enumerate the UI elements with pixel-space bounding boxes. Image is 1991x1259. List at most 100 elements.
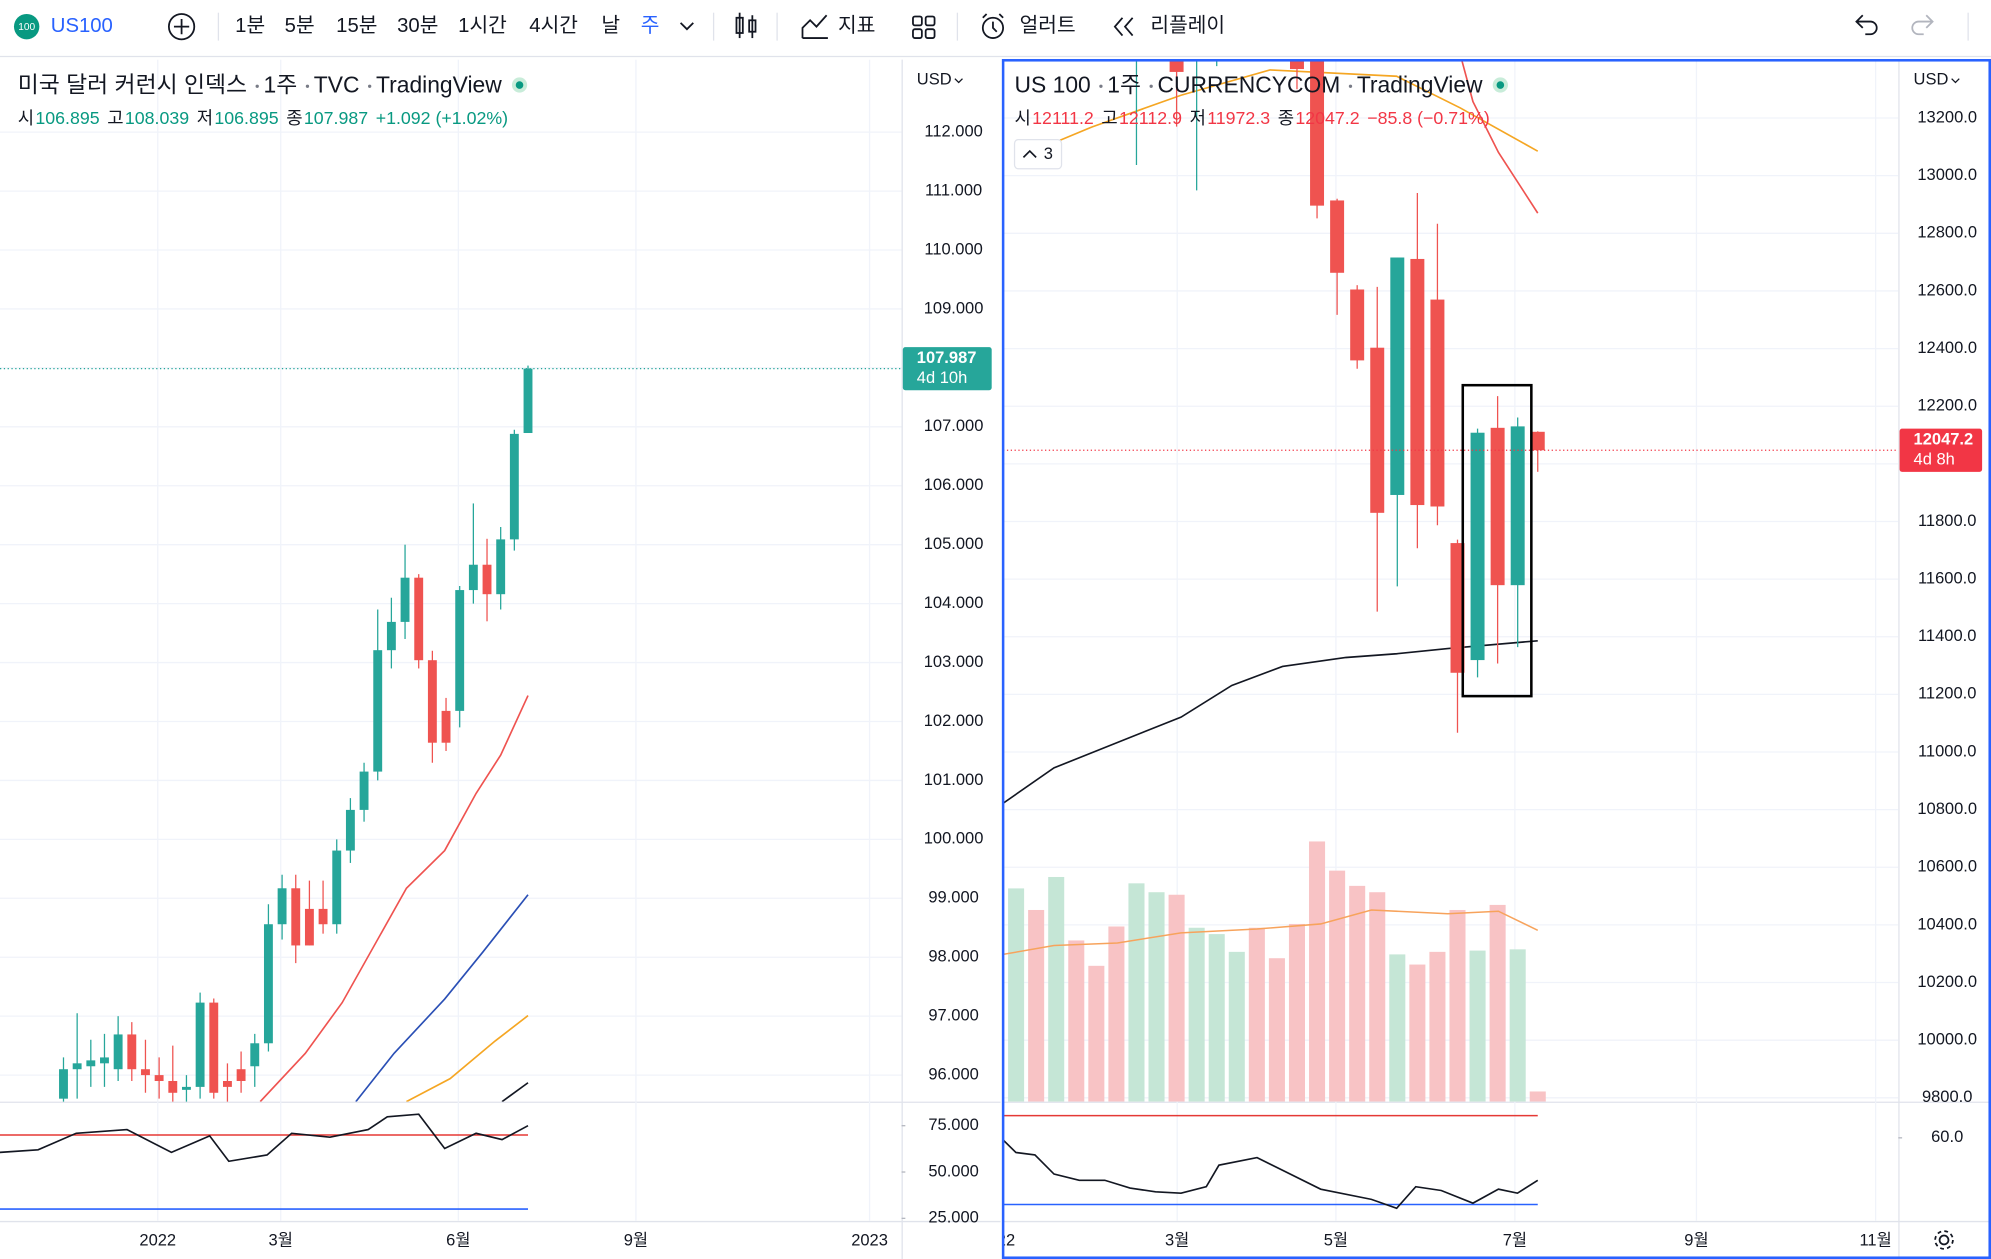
volume-bar bbox=[1349, 885, 1366, 1102]
candle-body bbox=[345, 809, 355, 851]
indicator-tick-label: 50.000 bbox=[928, 1162, 978, 1180]
interval-button[interactable]: 15분 bbox=[336, 15, 377, 37]
interval-button[interactable]: 1분 bbox=[235, 15, 265, 37]
moving-average bbox=[1015, 69, 1539, 160]
x-tick-label: 2022 bbox=[978, 1232, 1015, 1250]
indicator-pane bbox=[0, 1101, 871, 1221]
x-tick-label: 5월 bbox=[1324, 1231, 1348, 1250]
last-price: 12047.2 bbox=[1914, 430, 1974, 448]
volume-bar bbox=[1509, 949, 1526, 1102]
symbol[interactable]: US100 bbox=[51, 15, 113, 37]
y-tick-label: 11400.0 bbox=[1918, 627, 1976, 645]
candle-body bbox=[86, 1060, 96, 1067]
candle-body bbox=[1289, 59, 1304, 70]
y-tick-label: 13000.0 bbox=[1917, 166, 1977, 184]
volume-bar bbox=[1288, 923, 1306, 1102]
price-change: +1.092 (+1.02%) bbox=[376, 108, 508, 128]
ohlc-label: 종 bbox=[1278, 108, 1294, 128]
add-symbol[interactable] bbox=[167, 13, 196, 41]
candle-body bbox=[523, 368, 533, 434]
candle-body bbox=[1169, 59, 1184, 72]
symbol-exchange: CURRENCYCOM bbox=[1158, 71, 1341, 97]
candle-body bbox=[304, 908, 314, 946]
ohlc-label: 고 bbox=[107, 108, 123, 128]
volume-bar bbox=[1088, 965, 1105, 1102]
y-tick-label: 12200.0 bbox=[1917, 397, 1977, 415]
candle-body bbox=[1370, 347, 1385, 513]
indicators-icon[interactable] bbox=[801, 14, 828, 39]
y-tick-label: 10800.0 bbox=[1917, 800, 1977, 818]
replay-button[interactable]: 리플레이 bbox=[1150, 14, 1225, 37]
separator-dot bbox=[1099, 84, 1103, 88]
alert-icon[interactable] bbox=[981, 13, 1005, 39]
volume-bar bbox=[1208, 934, 1225, 1102]
candle-body bbox=[332, 850, 342, 925]
ohlc-value: 107.987 bbox=[304, 108, 368, 128]
hidden-indicators[interactable]: 3 bbox=[1013, 138, 1063, 170]
candle-body bbox=[168, 1080, 178, 1093]
candle-body bbox=[373, 650, 383, 772]
symbol-interval: 1주 bbox=[264, 71, 298, 97]
volume-bar bbox=[1048, 876, 1065, 1102]
y-tick-label: 11200.0 bbox=[1918, 685, 1976, 703]
templates-icon[interactable] bbox=[912, 15, 936, 39]
interval-button[interactable]: 주 bbox=[641, 15, 660, 37]
symbol-title: US 100 bbox=[1015, 71, 1091, 97]
interval-button[interactable]: 5분 bbox=[285, 15, 315, 37]
x-tick-label: 11월 bbox=[1859, 1231, 1891, 1250]
main-pane bbox=[0, 59, 902, 1102]
candle-body bbox=[182, 1086, 191, 1090]
volume-bar bbox=[1369, 892, 1386, 1102]
currency-dropdown bbox=[954, 78, 963, 84]
countdown: 4d 8h bbox=[1914, 451, 1955, 469]
separator-dot bbox=[1149, 84, 1153, 88]
settings-icon[interactable] bbox=[1934, 1230, 1954, 1250]
alert-button[interactable]: 얼러트 bbox=[1020, 14, 1076, 37]
redo[interactable] bbox=[1911, 14, 1934, 36]
volume-bar bbox=[1028, 909, 1045, 1102]
ohlc-value: 108.039 bbox=[125, 108, 189, 128]
ohlc-value: 11972.3 bbox=[1207, 108, 1270, 128]
candle-body bbox=[113, 1034, 123, 1070]
ohlc-label: 시 bbox=[1015, 108, 1031, 128]
ohlc-value: 12111.2 bbox=[1032, 108, 1094, 128]
y-tick-label: 106.000 bbox=[924, 476, 984, 494]
interval-button[interactable]: 30분 bbox=[397, 15, 438, 37]
candle-body bbox=[427, 660, 437, 743]
currency-label: USD bbox=[1914, 70, 1949, 88]
x-tick-label: 3월 bbox=[1165, 1231, 1189, 1250]
candle-body bbox=[386, 621, 396, 651]
candle-body bbox=[468, 564, 478, 591]
y-tick-label: 111.000 bbox=[925, 181, 982, 199]
y-tick-label: 10200.0 bbox=[1917, 973, 1977, 991]
candle-body bbox=[1230, 0, 1244, 3]
drawn-rectangle[interactable] bbox=[1461, 383, 1533, 698]
volume-bar bbox=[1389, 954, 1406, 1102]
replay-icon[interactable] bbox=[1113, 17, 1134, 37]
chart-style-icon[interactable] bbox=[735, 12, 757, 39]
interval-dropdown[interactable] bbox=[679, 22, 694, 31]
interval-button[interactable]: 날 bbox=[601, 14, 620, 37]
symbol-title: 미국 달러 커런시 인덱스 bbox=[18, 71, 247, 97]
candle-body bbox=[318, 908, 328, 925]
indicators-button[interactable]: 지표 bbox=[838, 14, 875, 37]
candle-body bbox=[72, 1063, 82, 1070]
symbol-source: TradingView bbox=[376, 71, 502, 97]
candle-body bbox=[1310, 59, 1325, 206]
y-tick-label: 10000.0 bbox=[1917, 1031, 1977, 1049]
candle-body bbox=[496, 539, 506, 595]
currency-dropdown bbox=[1951, 78, 1960, 84]
candle-body bbox=[195, 1002, 205, 1087]
interval-button[interactable]: 1시간 bbox=[458, 14, 507, 37]
x-tick-label: 3월 bbox=[269, 1231, 293, 1250]
countdown: 4d 10h bbox=[917, 369, 967, 387]
undo[interactable] bbox=[1855, 14, 1878, 36]
y-tick-label: 11600.0 bbox=[1918, 569, 1976, 587]
candle-body bbox=[1470, 432, 1485, 661]
interval-button[interactable]: 4시간 bbox=[529, 14, 578, 37]
separator-dot bbox=[305, 84, 310, 88]
last-price-box bbox=[1899, 428, 1983, 472]
volume-bar bbox=[1108, 926, 1125, 1102]
candle-body bbox=[1390, 257, 1405, 495]
